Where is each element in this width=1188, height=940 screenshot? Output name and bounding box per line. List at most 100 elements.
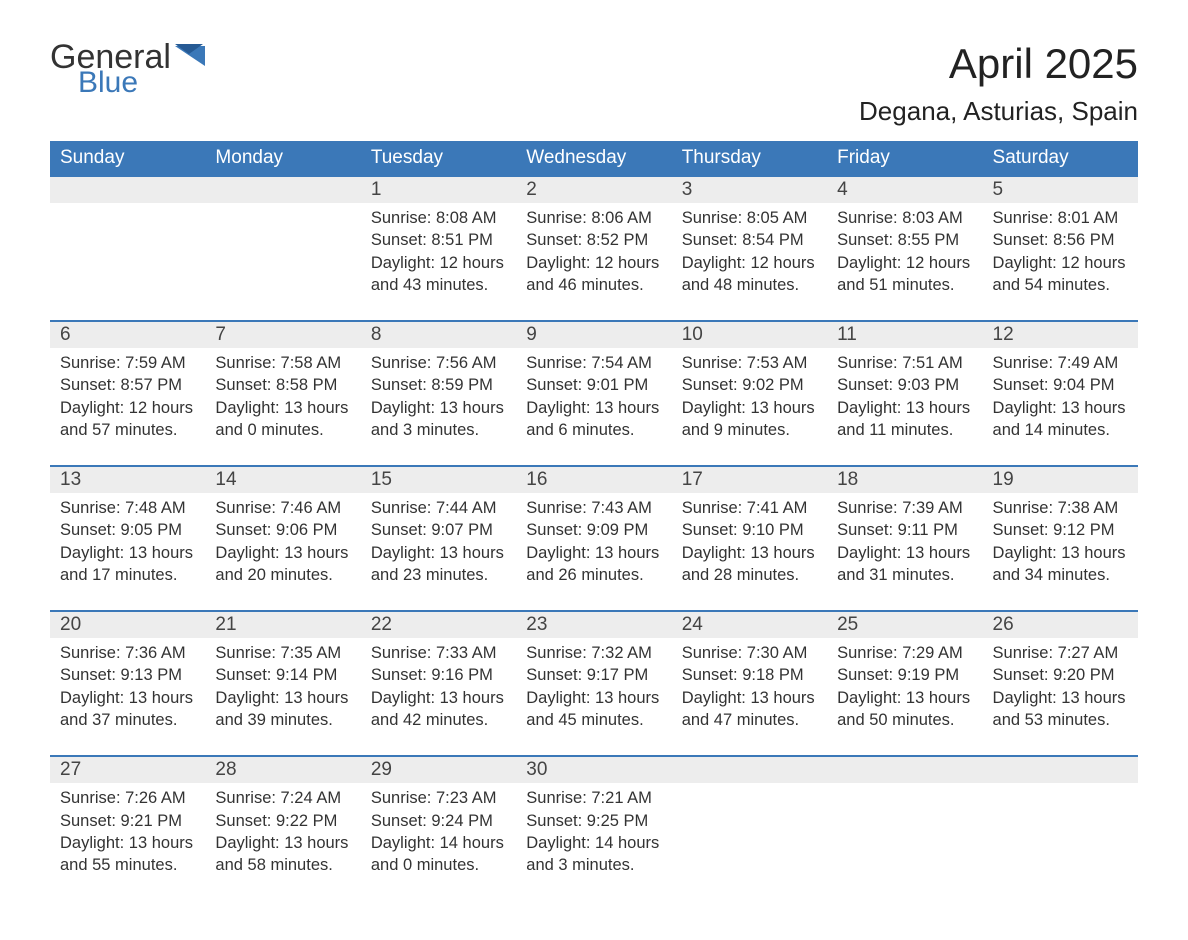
- sunrise-line: Sunrise: 7:27 AM: [993, 642, 1128, 664]
- day-content-cell: Sunrise: 7:33 AMSunset: 9:16 PMDaylight:…: [361, 638, 516, 756]
- day-content-cell: Sunrise: 8:05 AMSunset: 8:54 PMDaylight:…: [672, 203, 827, 321]
- day-number-cell: 28: [205, 756, 360, 783]
- sunset-line: Sunset: 9:07 PM: [371, 519, 506, 541]
- daylight-line: Daylight: 12 hours and 46 minutes.: [526, 252, 661, 297]
- sunset-line: Sunset: 9:02 PM: [682, 374, 817, 396]
- day-number-cell: 10: [672, 321, 827, 348]
- day-content-cell: Sunrise: 7:21 AMSunset: 9:25 PMDaylight:…: [516, 783, 671, 900]
- day-number: 26: [993, 614, 1014, 635]
- day-header: Tuesday: [361, 141, 516, 176]
- day-number: 28: [215, 759, 236, 780]
- sunrise-line: Sunrise: 7:49 AM: [993, 352, 1128, 374]
- day-content-cell: Sunrise: 8:06 AMSunset: 8:52 PMDaylight:…: [516, 203, 671, 321]
- week-content-row: Sunrise: 7:26 AMSunset: 9:21 PMDaylight:…: [50, 783, 1138, 900]
- sunset-line: Sunset: 9:06 PM: [215, 519, 350, 541]
- day-header: Friday: [827, 141, 982, 176]
- daylight-line: Daylight: 13 hours and 0 minutes.: [215, 397, 350, 442]
- day-number-cell: 22: [361, 611, 516, 638]
- day-content-cell: Sunrise: 7:23 AMSunset: 9:24 PMDaylight:…: [361, 783, 516, 900]
- week-content-row: Sunrise: 7:59 AMSunset: 8:57 PMDaylight:…: [50, 348, 1138, 466]
- sunset-line: Sunset: 9:20 PM: [993, 664, 1128, 686]
- sunset-line: Sunset: 8:51 PM: [371, 229, 506, 251]
- day-content-cell: Sunrise: 8:03 AMSunset: 8:55 PMDaylight:…: [827, 203, 982, 321]
- daylight-line: Daylight: 13 hours and 31 minutes.: [837, 542, 972, 587]
- sunrise-line: Sunrise: 7:56 AM: [371, 352, 506, 374]
- day-number: 12: [993, 324, 1014, 345]
- day-number: 21: [215, 614, 236, 635]
- day-content-cell: Sunrise: 7:43 AMSunset: 9:09 PMDaylight:…: [516, 493, 671, 611]
- daylight-line: Daylight: 13 hours and 55 minutes.: [60, 832, 195, 877]
- sunset-line: Sunset: 8:56 PM: [993, 229, 1128, 251]
- sunset-line: Sunset: 8:52 PM: [526, 229, 661, 251]
- daylight-line: Daylight: 13 hours and 28 minutes.: [682, 542, 817, 587]
- day-number-cell: 29: [361, 756, 516, 783]
- day-number-cell: 9: [516, 321, 671, 348]
- day-number: 2: [526, 179, 537, 200]
- sunset-line: Sunset: 9:14 PM: [215, 664, 350, 686]
- day-number-cell: 7: [205, 321, 360, 348]
- week-content-row: Sunrise: 7:48 AMSunset: 9:05 PMDaylight:…: [50, 493, 1138, 611]
- day-content-cell: Sunrise: 7:36 AMSunset: 9:13 PMDaylight:…: [50, 638, 205, 756]
- day-number-cell: 20: [50, 611, 205, 638]
- sunset-line: Sunset: 9:05 PM: [60, 519, 195, 541]
- sunrise-line: Sunrise: 7:41 AM: [682, 497, 817, 519]
- day-number: 9: [526, 324, 537, 345]
- daylight-line: Daylight: 13 hours and 17 minutes.: [60, 542, 195, 587]
- daylight-line: Daylight: 13 hours and 6 minutes.: [526, 397, 661, 442]
- sunrise-line: Sunrise: 7:58 AM: [215, 352, 350, 374]
- daylight-line: Daylight: 13 hours and 45 minutes.: [526, 687, 661, 732]
- flag-icon: [175, 44, 209, 73]
- day-content-cell: Sunrise: 7:24 AMSunset: 9:22 PMDaylight:…: [205, 783, 360, 900]
- daylight-line: Daylight: 13 hours and 11 minutes.: [837, 397, 972, 442]
- sunset-line: Sunset: 9:13 PM: [60, 664, 195, 686]
- day-number: 20: [60, 614, 81, 635]
- daylight-line: Daylight: 13 hours and 20 minutes.: [215, 542, 350, 587]
- day-header: Saturday: [983, 141, 1138, 176]
- sunrise-line: Sunrise: 8:01 AM: [993, 207, 1128, 229]
- day-number-cell: 1: [361, 176, 516, 203]
- calendar-body: 12345Sunrise: 8:08 AMSunset: 8:51 PMDayl…: [50, 176, 1138, 900]
- day-content-cell: [827, 783, 982, 900]
- day-number-cell: 5: [983, 176, 1138, 203]
- day-number: 25: [837, 614, 858, 635]
- daylight-line: Daylight: 13 hours and 3 minutes.: [371, 397, 506, 442]
- week-daynum-row: 13141516171819: [50, 466, 1138, 493]
- sunset-line: Sunset: 9:25 PM: [526, 810, 661, 832]
- day-number: 30: [526, 759, 547, 780]
- day-content-cell: Sunrise: 7:59 AMSunset: 8:57 PMDaylight:…: [50, 348, 205, 466]
- month-title: April 2025: [859, 40, 1138, 88]
- sunset-line: Sunset: 9:01 PM: [526, 374, 661, 396]
- day-header: Sunday: [50, 141, 205, 176]
- day-number-cell: 4: [827, 176, 982, 203]
- sunset-line: Sunset: 8:54 PM: [682, 229, 817, 251]
- day-number: 18: [837, 469, 858, 490]
- day-number: 4: [837, 179, 848, 200]
- day-content-cell: [983, 783, 1138, 900]
- day-header: Thursday: [672, 141, 827, 176]
- day-number-cell: 25: [827, 611, 982, 638]
- daylight-line: Daylight: 13 hours and 37 minutes.: [60, 687, 195, 732]
- day-header: Wednesday: [516, 141, 671, 176]
- sunrise-line: Sunrise: 7:24 AM: [215, 787, 350, 809]
- daylight-line: Daylight: 12 hours and 48 minutes.: [682, 252, 817, 297]
- day-number: 23: [526, 614, 547, 635]
- day-content-cell: [672, 783, 827, 900]
- sunrise-line: Sunrise: 7:35 AM: [215, 642, 350, 664]
- header: General Blue April 2025 Degana, Asturias…: [50, 40, 1138, 127]
- day-content-cell: Sunrise: 7:27 AMSunset: 9:20 PMDaylight:…: [983, 638, 1138, 756]
- day-number-cell: 15: [361, 466, 516, 493]
- day-number-cell: 17: [672, 466, 827, 493]
- day-number: 3: [682, 179, 693, 200]
- day-number-cell: 23: [516, 611, 671, 638]
- sunset-line: Sunset: 9:12 PM: [993, 519, 1128, 541]
- day-content-cell: Sunrise: 7:41 AMSunset: 9:10 PMDaylight:…: [672, 493, 827, 611]
- day-number-cell: 18: [827, 466, 982, 493]
- sunrise-line: Sunrise: 7:53 AM: [682, 352, 817, 374]
- sunset-line: Sunset: 9:18 PM: [682, 664, 817, 686]
- sunrise-line: Sunrise: 7:44 AM: [371, 497, 506, 519]
- day-number-cell: [50, 176, 205, 203]
- day-content-cell: Sunrise: 8:01 AMSunset: 8:56 PMDaylight:…: [983, 203, 1138, 321]
- daylight-line: Daylight: 13 hours and 26 minutes.: [526, 542, 661, 587]
- day-number: 1: [371, 179, 382, 200]
- day-number-cell: 19: [983, 466, 1138, 493]
